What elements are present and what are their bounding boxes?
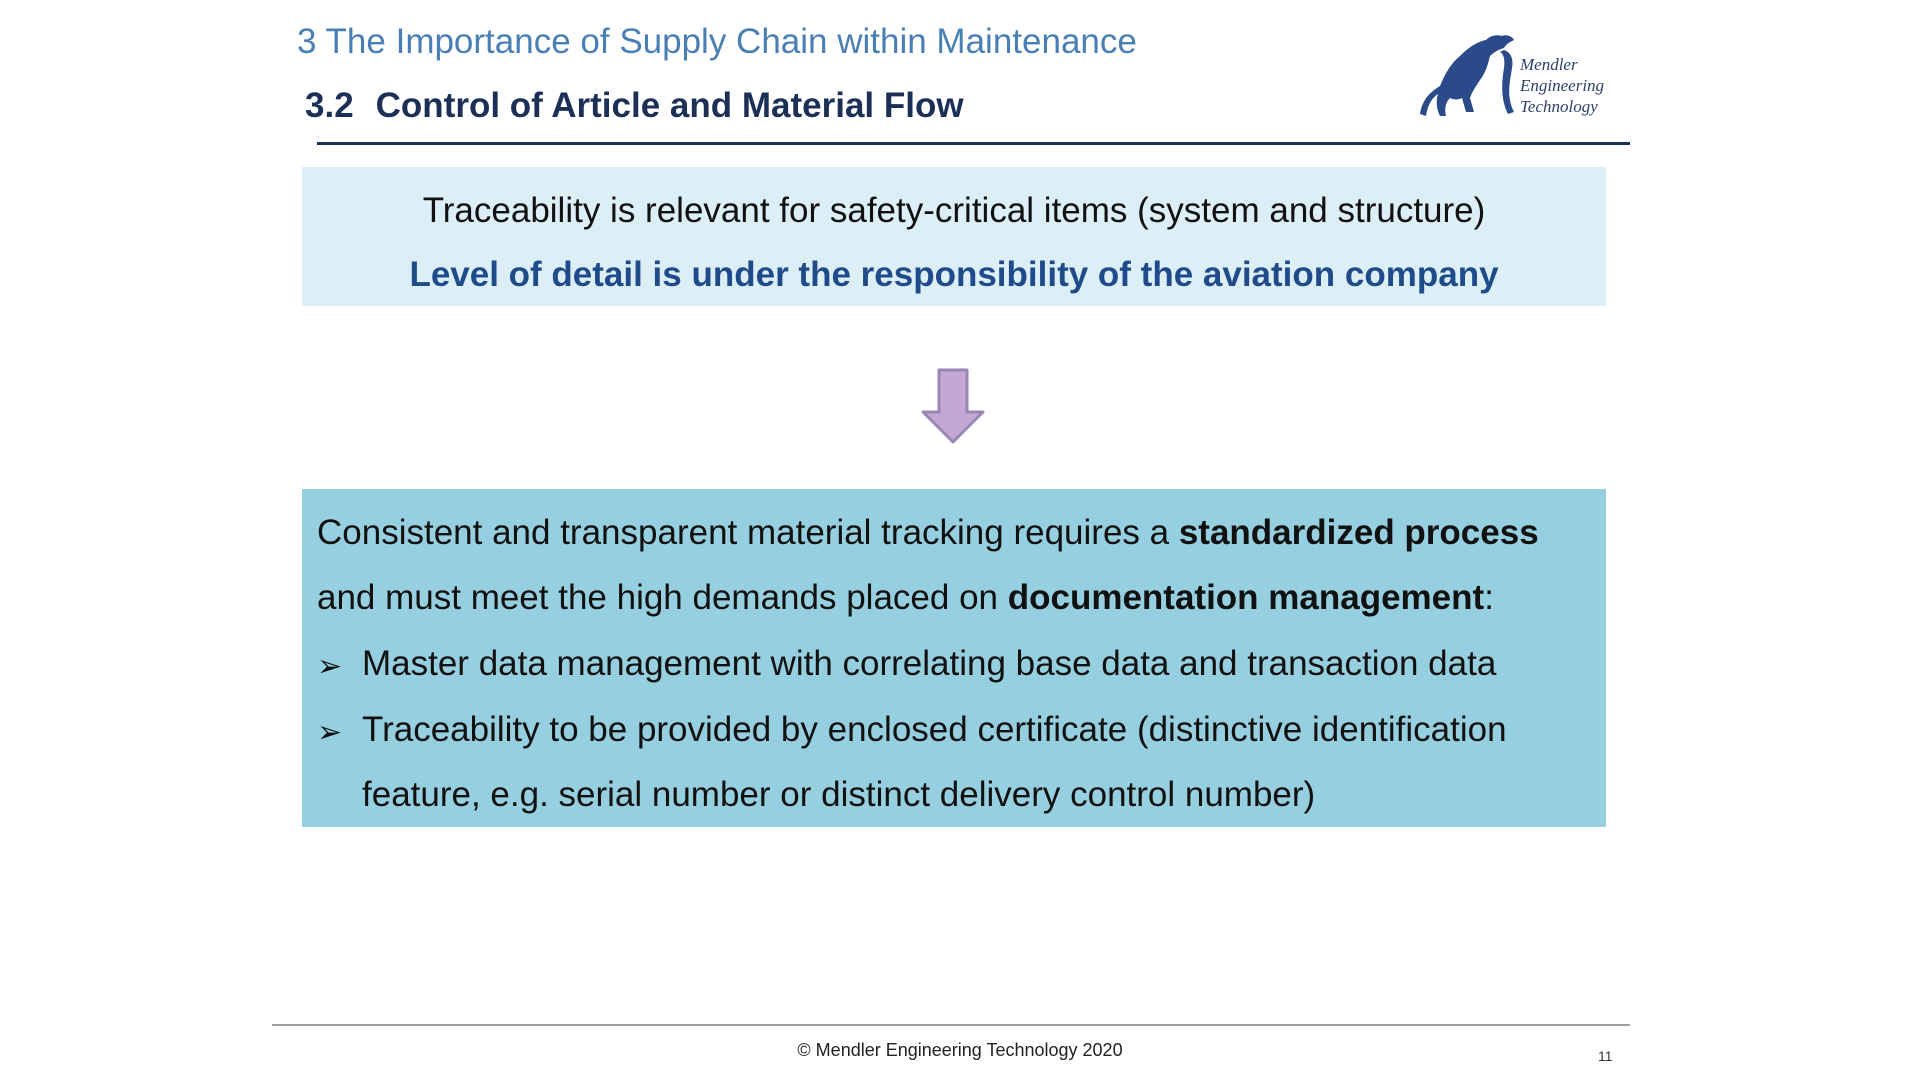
traceability-summary-box: Traceability is relevant for safety-crit… xyxy=(302,167,1606,306)
bullet-item: Traceability to be provided by enclosed … xyxy=(362,710,1507,749)
summary-highlight: Level of detail is under the responsibil… xyxy=(409,255,1499,294)
requirements-paragraph-line1: Consistent and transparent material trac… xyxy=(317,513,1539,552)
requirements-paragraph-line2: and must meet the high demands placed on… xyxy=(317,578,1494,617)
bullet-arrow-icon: ➢ xyxy=(317,650,343,683)
bullet-item: Master data management with correlating … xyxy=(362,644,1497,683)
copyright-notice: © Mendler Engineering Technology 2020 xyxy=(797,1040,1123,1060)
logo-line: Technology xyxy=(1520,97,1598,116)
footer-divider xyxy=(272,1024,1630,1026)
section-number: 3.2 xyxy=(305,86,354,125)
section-title-text: Control of Article and Material Flow xyxy=(375,86,964,125)
logo-line: Mendler xyxy=(1520,55,1578,74)
requirements-box: Consistent and transparent material trac… xyxy=(302,489,1606,827)
emphasis-documentation-management: documentation management xyxy=(1007,578,1485,617)
bullet-item-continuation: feature, e.g. serial number or distinct … xyxy=(362,775,1316,814)
header-divider xyxy=(317,142,1630,145)
logo-text: Mendler Engineering Technology xyxy=(1520,54,1604,117)
company-logo: Mendler Engineering Technology xyxy=(1414,28,1614,124)
leaping-cat-icon xyxy=(1420,35,1514,116)
logo-line: Engineering xyxy=(1520,76,1605,95)
summary-statement: Traceability is relevant for safety-crit… xyxy=(422,191,1486,230)
section-title: 3.2 Control of Article and Material Flow xyxy=(305,86,964,126)
page-number: 11 xyxy=(1598,1048,1613,1064)
emphasis-standardized-process: standardized process xyxy=(1178,513,1539,552)
bullet-arrow-icon: ➢ xyxy=(317,716,343,749)
chapter-title: 3 The Importance of Supply Chain within … xyxy=(297,22,1137,61)
down-arrow-icon xyxy=(921,368,985,444)
